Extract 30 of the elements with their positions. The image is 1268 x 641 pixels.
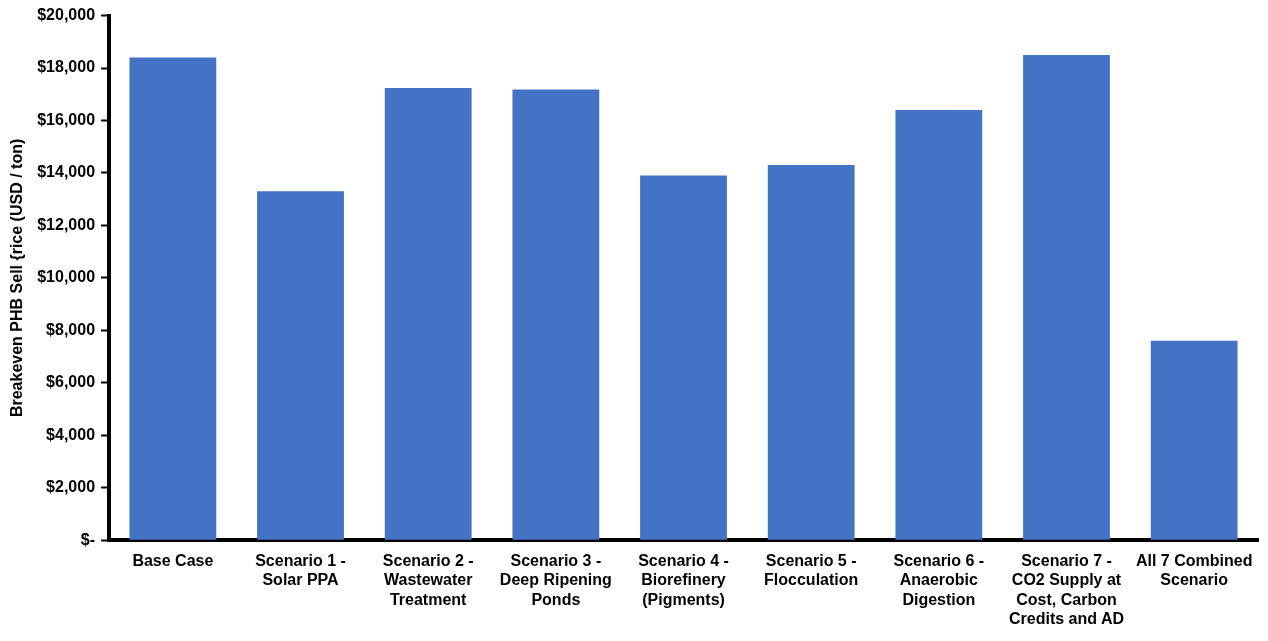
- bar: [767, 165, 855, 540]
- bar: [1023, 54, 1110, 540]
- y-tick-label: $6,000: [46, 373, 96, 391]
- y-tick-label: $-: [80, 530, 96, 548]
- x-tick-label: Scenario 3 - Deep Ripening Ponds: [499, 552, 612, 608]
- bar: [1150, 340, 1238, 540]
- x-tick-label: All 7 Combined Scenario: [1135, 552, 1253, 589]
- y-tick-label: $20,000: [37, 6, 96, 24]
- bar: [257, 191, 344, 540]
- y-tick-label: $12,000: [37, 215, 96, 233]
- y-tick-label: $10,000: [37, 268, 96, 286]
- x-tick-label: Scenario 1 - Solar PPA: [255, 552, 346, 589]
- bar: [640, 175, 727, 540]
- y-tick-label: $14,000: [37, 163, 96, 181]
- bar: [895, 110, 983, 540]
- x-tick-label: Scenario 4 - Biorefinery (Pigments): [638, 552, 729, 608]
- y-tick-label: $8,000: [46, 320, 96, 338]
- bar: [129, 57, 217, 540]
- bar: [384, 88, 472, 540]
- x-tick-label: Scenario 7 - CO2 Supply at Cost, Carbon Credits and AD: [1009, 552, 1124, 627]
- y-tick-label: $4,000: [46, 425, 96, 443]
- x-tick-label: Scenario 5 - Flocculation: [764, 552, 859, 589]
- y-tick-label: $2,000: [46, 478, 96, 496]
- x-tick-label: Base Case: [132, 552, 214, 570]
- y-tick-label: $16,000: [37, 110, 96, 128]
- bar: [512, 89, 600, 540]
- x-tick-label: Scenario 2 - Wastewater Treatment: [382, 552, 474, 608]
- x-tick-label: Scenario 6 - Anaerobic Digestion: [893, 552, 985, 608]
- y-tick-label: $18,000: [37, 58, 96, 76]
- y-axis-title: Breakeven PHB Sell {rice (USD / ton): [8, 138, 26, 418]
